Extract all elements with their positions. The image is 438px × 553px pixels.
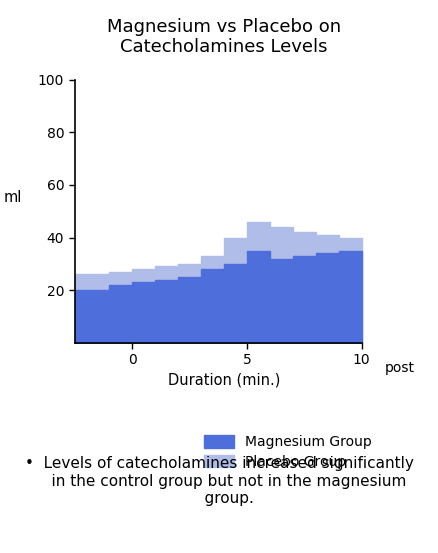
Text: •  Levels of catecholamines increased significantly
    in the control group but: • Levels of catecholamines increased sig… <box>25 456 413 506</box>
Y-axis label: ml: ml <box>4 190 22 205</box>
Legend: Magnesium Group, Placebo Group: Magnesium Group, Placebo Group <box>203 435 371 468</box>
Text: post: post <box>384 361 413 375</box>
X-axis label: Duration (min.): Duration (min.) <box>167 373 279 388</box>
Title: Magnesium vs Placebo on
Catecholamines Levels: Magnesium vs Placebo on Catecholamines L… <box>106 18 340 56</box>
